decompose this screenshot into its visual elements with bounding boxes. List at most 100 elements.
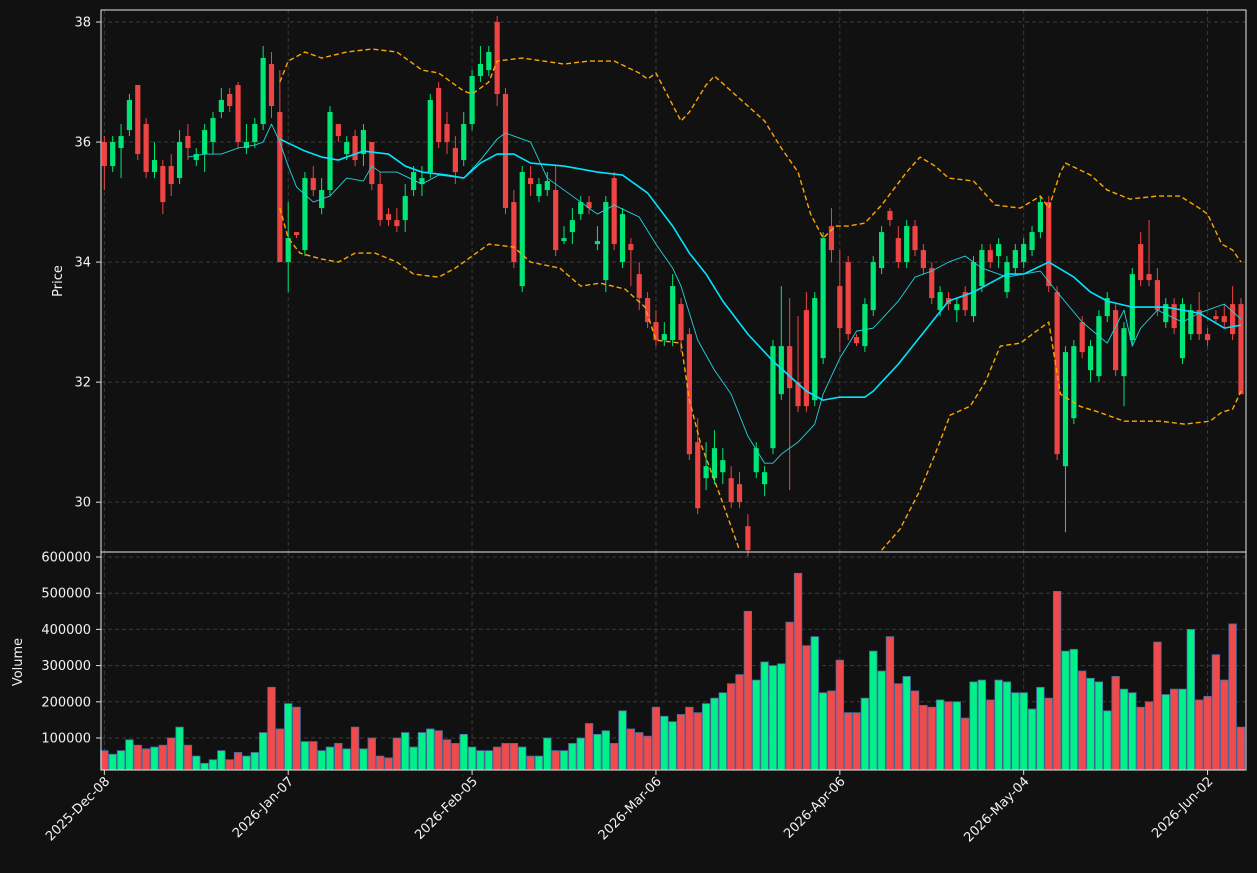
candle-body [837, 286, 843, 329]
volume-bar [534, 755, 544, 771]
candle-body [1021, 244, 1027, 263]
candle-body [202, 130, 208, 155]
volume-bar [818, 692, 828, 771]
volume-bar [359, 748, 368, 771]
volume-bar [317, 750, 326, 771]
candle-body [268, 64, 275, 107]
candle-body [561, 238, 567, 242]
candle-body [1104, 298, 1110, 317]
volume-bar [910, 690, 920, 771]
candle-body [1179, 304, 1186, 359]
volume-bar [635, 732, 644, 771]
candle-body [670, 286, 676, 341]
volume-bar [242, 755, 251, 771]
candle-body [996, 244, 1002, 257]
candle-body [636, 274, 642, 299]
candle-body [812, 298, 818, 401]
candle-body [1062, 352, 1069, 467]
candle-body [527, 178, 534, 185]
candle-body [377, 184, 383, 221]
volume-bar [701, 703, 711, 771]
candle-body [653, 322, 659, 341]
volume-bar [1195, 699, 1204, 771]
volume-bar [852, 712, 861, 771]
volume-bar [952, 701, 961, 771]
y-tick-label: 300000 [41, 659, 91, 674]
volume-bar [752, 679, 761, 771]
candle-body [193, 154, 199, 161]
volume-bar [125, 739, 134, 771]
volume-bar [1111, 676, 1120, 771]
candle-body [703, 466, 709, 479]
candle-body [920, 250, 926, 269]
candle-body [728, 478, 734, 503]
volume-bar [417, 732, 427, 771]
candle-body [862, 304, 868, 347]
y-tick-label: 400000 [41, 623, 91, 638]
candle-body [736, 484, 743, 503]
y-tick-label: 30 [74, 496, 91, 511]
candle-body [887, 211, 893, 221]
volume-bar [334, 743, 343, 771]
volume-bar [584, 723, 594, 771]
candle-body [218, 100, 224, 113]
volume-bar [175, 726, 184, 771]
candle-body [135, 85, 141, 155]
volume-bar [1186, 628, 1196, 771]
candle-body [143, 124, 149, 173]
volume-bar [1052, 590, 1062, 771]
candle-body [1046, 202, 1052, 287]
volume-bar [208, 759, 218, 771]
candle-body [1012, 250, 1018, 269]
candle-body [168, 166, 174, 185]
overlay-line [279, 207, 1242, 551]
candle-body [895, 238, 901, 263]
candle-body [1146, 274, 1152, 281]
candle-body [110, 142, 116, 167]
volume-bar [927, 706, 936, 771]
volume-bar [192, 755, 201, 771]
volume-bar [409, 746, 418, 771]
candle-body [1071, 346, 1077, 419]
volume-bar [267, 686, 276, 771]
overlay-line [279, 48, 1242, 263]
candle-body [711, 448, 718, 479]
volume-bar [258, 732, 268, 771]
volume-bar [183, 744, 193, 771]
y-tick-label: 100000 [41, 731, 91, 746]
candle-body [243, 142, 250, 149]
volume-bar [1002, 681, 1012, 771]
volume-bar [1119, 688, 1129, 771]
volume-bar [133, 744, 142, 771]
candle-body [544, 181, 550, 191]
volume-bar [442, 739, 452, 771]
volume-bar [685, 706, 694, 771]
y-tick-label: 32 [74, 376, 91, 391]
volume-bar [894, 683, 903, 771]
candle-body [553, 190, 559, 251]
candle-body [970, 262, 977, 317]
candle-body [904, 226, 910, 263]
volume-bar [593, 733, 602, 771]
candle-body [879, 232, 885, 269]
candle-body [762, 472, 768, 485]
volume-bar [543, 737, 552, 771]
volume-bar [300, 741, 310, 771]
volume-bar [793, 572, 803, 771]
candle-body [394, 220, 400, 227]
volume-bar [384, 757, 393, 771]
volume-bar [827, 690, 836, 771]
volume-bar [1228, 623, 1237, 771]
volume-bar [150, 746, 159, 771]
volume-bar [459, 733, 468, 771]
volume-bar [350, 726, 360, 771]
volume-bar [919, 705, 928, 771]
candle-body [402, 196, 408, 221]
candle-body [293, 232, 300, 236]
candle-body [118, 136, 124, 149]
candle-body [619, 214, 626, 263]
volume-bar [869, 650, 878, 771]
candle-body [1079, 322, 1085, 353]
volume-bar [1044, 697, 1053, 771]
candle-body [1121, 328, 1127, 377]
